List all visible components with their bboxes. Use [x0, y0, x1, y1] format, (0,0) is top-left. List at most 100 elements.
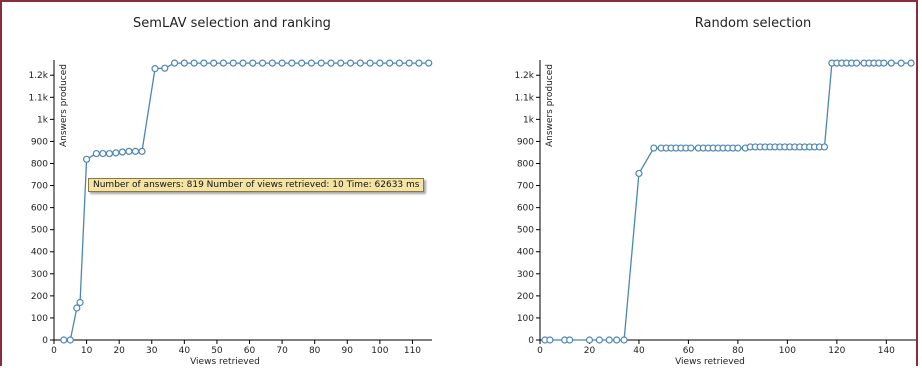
- y-tick-label-left: 1.1k: [28, 93, 48, 103]
- data-point-right: [820, 143, 829, 151]
- y-tick-label-right: 600: [517, 204, 534, 214]
- y-tick-label-left: 800: [31, 159, 48, 169]
- x-tick-label-left: 90: [342, 346, 354, 356]
- y-tick-label-right: 400: [517, 248, 534, 258]
- data-point-right: [687, 144, 695, 152]
- data-point-right: [907, 59, 915, 67]
- y-tick-label-left: 300: [31, 270, 48, 280]
- data-point-left: [249, 59, 257, 67]
- data-point-left: [151, 65, 159, 73]
- y-axis-label-right: Answers produced: [545, 64, 555, 147]
- x-tick-label-right: 140: [878, 346, 895, 356]
- data-point-right: [620, 336, 628, 344]
- x-tick-label-left: 80: [309, 346, 321, 356]
- data-point-right: [566, 336, 574, 344]
- y-tick-label-left: 600: [31, 204, 48, 214]
- y-axis-label-left: Answers produced: [59, 64, 69, 147]
- x-tick-label-left: 110: [404, 346, 421, 356]
- data-point-left: [298, 59, 306, 67]
- y-tick-label-right: 800: [517, 159, 534, 169]
- x-tick-label-right: 100: [779, 346, 796, 356]
- data-point-left: [99, 149, 107, 158]
- data-point-left: [376, 59, 384, 67]
- data-point-left: [180, 59, 188, 67]
- data-point-left: [170, 59, 179, 67]
- x-tick-label-right: 80: [732, 346, 744, 356]
- chart-title-left: SemLAV selection and ranking: [133, 16, 331, 31]
- data-point-left: [210, 59, 218, 67]
- y-tick-label-right: 1k: [523, 115, 535, 125]
- x-tick-label-right: 40: [633, 346, 645, 356]
- y-tick-label-right: 500: [517, 226, 534, 236]
- data-point-left: [161, 64, 169, 72]
- data-point-left: [258, 59, 267, 67]
- data-point-left: [200, 59, 208, 67]
- data-point-right: [585, 336, 594, 344]
- x-tick-label-left: 30: [146, 346, 158, 356]
- data-point-left: [138, 147, 146, 155]
- y-tick-label-left: 500: [31, 226, 48, 236]
- data-point-left: [317, 59, 325, 67]
- data-point-right: [853, 59, 861, 67]
- data-point-right: [887, 59, 895, 67]
- y-tick-label-right: 100: [517, 314, 534, 324]
- y-tick-label-left: 400: [31, 248, 48, 258]
- x-axis-label-left: Views retrieved: [190, 357, 260, 367]
- data-point-right: [734, 144, 742, 152]
- data-point-left: [405, 59, 413, 67]
- x-tick-label-left: 50: [211, 346, 223, 356]
- data-point-left: [66, 336, 74, 344]
- y-tick-label-right: 700: [517, 182, 534, 192]
- data-point-left: [337, 59, 345, 67]
- data-point-right: [650, 144, 658, 152]
- data-point-left: [415, 59, 423, 67]
- data-point-right: [605, 336, 613, 344]
- data-point-right: [897, 59, 905, 67]
- x-tick-label-left: 70: [276, 346, 288, 356]
- data-point-right: [880, 59, 888, 67]
- data-point-left: [395, 59, 404, 67]
- y-tick-label-right: 900: [517, 137, 534, 147]
- data-point-right: [613, 336, 621, 344]
- data-point-left: [92, 149, 100, 158]
- data-point-left: [268, 59, 276, 67]
- data-point-left: [425, 59, 433, 67]
- data-point-left: [327, 59, 335, 67]
- data-point-right: [595, 336, 603, 344]
- y-tick-label-left: 100: [31, 314, 48, 324]
- data-point-left: [190, 59, 198, 67]
- x-tick-label-left: 0: [51, 346, 57, 356]
- y-tick-label-left: 1.2k: [28, 71, 48, 81]
- data-point-left: [131, 147, 140, 155]
- data-point-tooltip: Number of answers: 819 Number of views r…: [88, 178, 425, 192]
- chart-title-right: Random selection: [694, 16, 812, 31]
- x-tick-label-right: 60: [683, 346, 695, 356]
- data-point-right: [546, 336, 554, 344]
- data-point-left: [239, 59, 247, 67]
- data-point-left: [307, 59, 316, 67]
- x-tick-label-right: 20: [584, 346, 596, 356]
- x-tick-label-left: 10: [81, 346, 93, 356]
- y-tick-label-right: 1.2k: [514, 71, 534, 81]
- data-point-left: [60, 336, 68, 344]
- data-point-left: [278, 59, 286, 67]
- x-tick-label-right: 0: [537, 346, 543, 356]
- series-line-left: [63, 62, 429, 341]
- data-point-left: [229, 59, 237, 67]
- y-tick-label-left: 1k: [37, 115, 49, 125]
- x-axis-label-right: Views retrieved: [675, 357, 745, 367]
- data-point-left: [73, 304, 81, 312]
- data-point-left: [346, 59, 355, 67]
- data-point-left: [219, 59, 228, 67]
- data-point-left: [366, 59, 374, 67]
- data-point-right: [635, 169, 643, 178]
- y-tick-label-right: 300: [517, 270, 534, 280]
- data-point-left: [112, 149, 120, 157]
- data-point-left: [386, 59, 394, 67]
- data-point-left: [118, 148, 127, 156]
- data-point-left: [288, 59, 296, 67]
- x-tick-label-left: 60: [244, 346, 256, 356]
- data-point-left: [105, 149, 113, 158]
